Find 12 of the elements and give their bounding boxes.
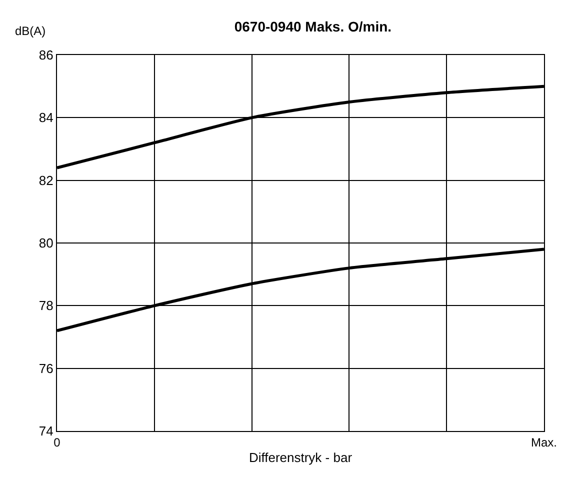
y-tick-label: 82 [38, 172, 54, 188]
y-tick-label: 84 [38, 110, 54, 126]
y-tick-label: 74 [38, 424, 54, 439]
x-tick-label: Max. [530, 435, 558, 450]
y-tick-label: 80 [38, 236, 54, 251]
x-tick-label: 0 [54, 435, 61, 450]
y-tick-label: 76 [38, 360, 54, 376]
y-axis-title: dB(A) [15, 24, 46, 38]
x-axis-title: Differenstryk - bar [248, 450, 353, 465]
y-tick-label: 78 [38, 298, 54, 314]
chart-title: 0670-0940 Maks. O/min. [234, 18, 392, 34]
y-tick-label: 86 [38, 48, 54, 63]
